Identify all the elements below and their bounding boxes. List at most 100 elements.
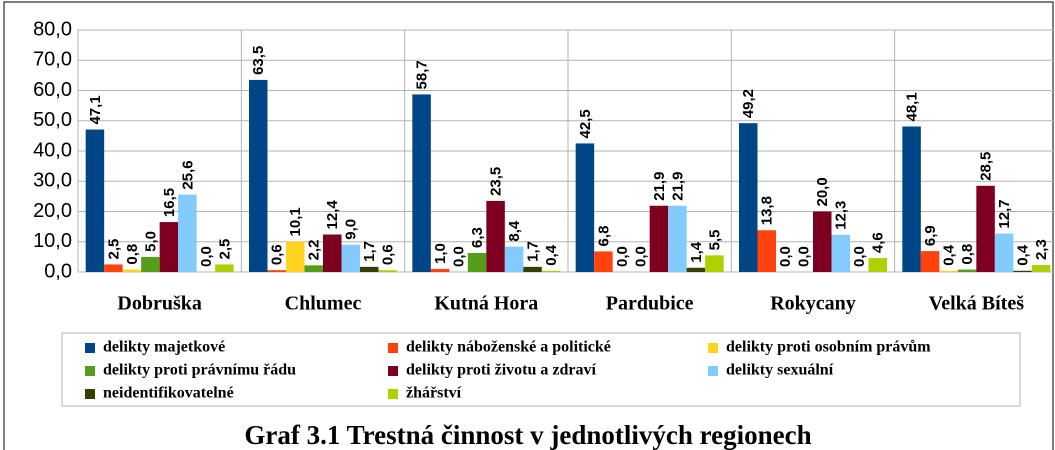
legend-label: delikty proti právnímu řádu xyxy=(103,362,296,379)
bar xyxy=(523,266,542,272)
value-label: 2,5 xyxy=(105,239,122,260)
bar xyxy=(104,264,123,272)
value-label: 28,5 xyxy=(978,152,995,181)
value-label: 21,9 xyxy=(651,172,668,201)
value-label: 9,0 xyxy=(343,219,360,240)
value-label: 0,4 xyxy=(941,244,958,266)
x-tick-label: Rokycany xyxy=(770,293,856,315)
legend-label: žhářství xyxy=(406,385,462,402)
value-label: 48,1 xyxy=(904,92,921,121)
value-label: 1,4 xyxy=(688,241,705,263)
bar xyxy=(739,123,758,272)
y-tick-label: 10,0 xyxy=(33,230,72,252)
value-label: 12,7 xyxy=(996,199,1013,228)
x-tick-label: Kutná Hora xyxy=(434,293,538,315)
value-label: 21,9 xyxy=(669,172,686,201)
value-label: 2,3 xyxy=(1033,239,1050,260)
value-label: 23,5 xyxy=(488,167,505,196)
plot-frame xyxy=(77,29,1055,273)
value-label: 1,0 xyxy=(432,243,449,264)
bar xyxy=(430,268,450,272)
value-label: 8,4 xyxy=(506,220,523,242)
value-label: 0,6 xyxy=(269,244,286,265)
bar xyxy=(957,269,977,272)
value-label: 2,2 xyxy=(306,239,323,260)
legend-swatch xyxy=(708,343,718,353)
legend-swatch xyxy=(388,389,398,399)
bar xyxy=(378,270,397,272)
y-tick-label: 50,0 xyxy=(33,109,72,131)
bar xyxy=(541,270,561,272)
value-label: 10,1 xyxy=(287,207,304,236)
y-tick-label: 40,0 xyxy=(33,139,72,161)
bar xyxy=(249,79,268,272)
bar xyxy=(831,234,850,272)
bar xyxy=(486,200,505,272)
value-label: 0,0 xyxy=(614,246,631,267)
bar xyxy=(467,252,487,272)
legend-label: delikty náboženské a politické xyxy=(406,339,611,356)
bar xyxy=(341,244,360,272)
bar xyxy=(920,251,940,272)
value-label: 1,7 xyxy=(361,241,378,262)
value-label: 16,5 xyxy=(161,188,178,217)
bar xyxy=(939,270,958,272)
value-label: 42,5 xyxy=(577,109,594,138)
bar xyxy=(215,264,234,272)
bar xyxy=(122,269,142,272)
bar xyxy=(504,246,524,272)
bar xyxy=(85,129,105,272)
y-tick-label: 70,0 xyxy=(33,49,72,71)
bar xyxy=(360,266,379,272)
bar xyxy=(668,205,687,272)
value-label: 0,0 xyxy=(632,246,649,267)
bar xyxy=(323,234,342,272)
bar xyxy=(267,270,286,272)
y-tick-label: 60,0 xyxy=(33,79,72,101)
bar xyxy=(902,126,921,272)
bar xyxy=(141,256,160,272)
x-tick-label: Chlumec xyxy=(285,293,362,315)
legend-swatch xyxy=(85,389,95,399)
x-tick-label: Velká Bíteš xyxy=(929,293,1025,315)
value-label: 0,4 xyxy=(543,244,560,266)
legend-swatch xyxy=(388,366,398,376)
x-tick-label: Dobruška xyxy=(117,293,201,315)
value-label: 47,1 xyxy=(87,95,104,124)
value-label: 58,7 xyxy=(414,60,431,89)
y-tick-label: 80,0 xyxy=(33,18,72,40)
value-label: 12,3 xyxy=(833,201,850,230)
bar xyxy=(705,255,724,272)
bar xyxy=(159,222,179,272)
x-tick-label: Pardubice xyxy=(606,293,694,315)
bar xyxy=(994,233,1014,272)
value-label: 5,0 xyxy=(142,231,159,252)
legend-label: neidentifikovatelné xyxy=(103,385,234,402)
legend-swatch xyxy=(85,366,95,376)
value-label: 12,4 xyxy=(324,200,341,230)
bar xyxy=(976,185,995,272)
y-tick-label: 0,0 xyxy=(44,260,72,282)
value-label: 0,8 xyxy=(959,244,976,265)
y-tick-label: 30,0 xyxy=(33,170,72,192)
value-label: 49,2 xyxy=(740,89,757,118)
legend-label: delikty proti osobním právům xyxy=(726,339,931,356)
page-frame xyxy=(3,1,1054,450)
bar xyxy=(304,265,323,272)
value-label: 13,8 xyxy=(759,196,776,225)
value-label: 0,6 xyxy=(380,244,397,265)
value-label: 20,0 xyxy=(814,177,831,206)
value-label: 1,7 xyxy=(525,241,542,262)
bar xyxy=(868,258,887,272)
value-label: 0,8 xyxy=(124,244,141,265)
y-tick-label: 20,0 xyxy=(33,200,72,222)
bar xyxy=(813,211,832,272)
legend-swatch xyxy=(85,343,95,353)
bar xyxy=(594,251,613,272)
legend-label: delikty sexuální xyxy=(726,362,834,379)
bar xyxy=(412,94,431,273)
value-label: 6,9 xyxy=(922,225,939,246)
bar xyxy=(286,241,305,272)
value-label: 0,4 xyxy=(1015,244,1032,266)
